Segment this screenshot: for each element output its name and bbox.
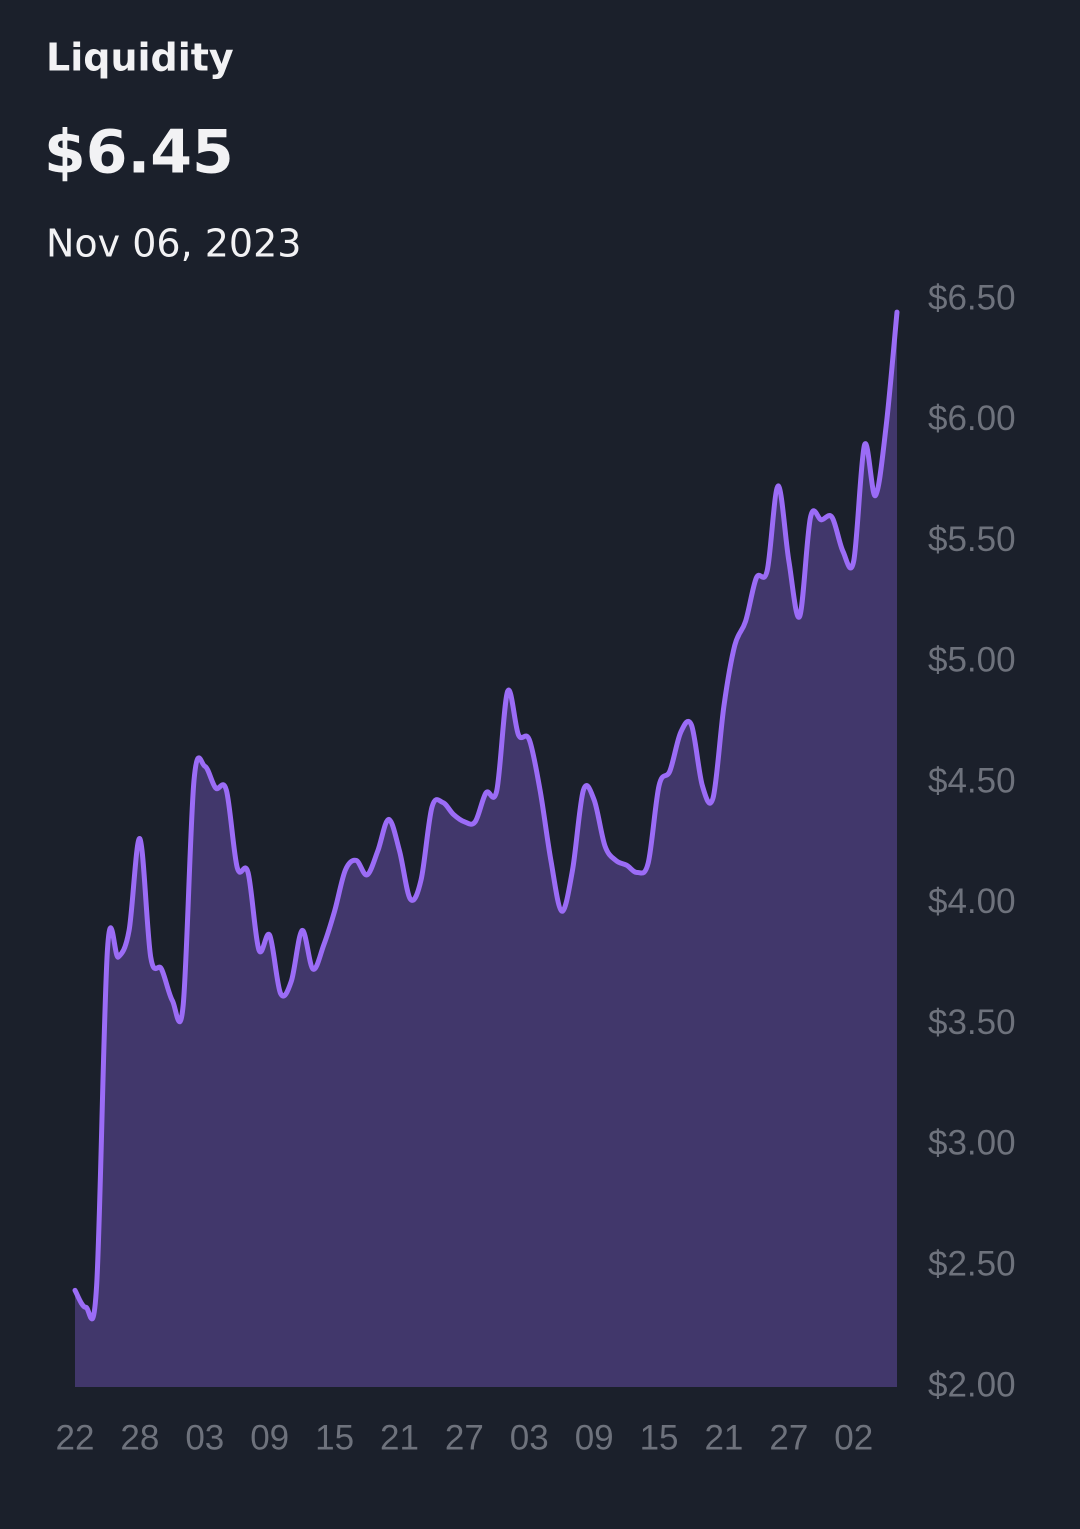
line	[72, 309, 900, 1322]
x-tick-label: 09	[575, 1418, 614, 1457]
y-tick-label: $2.00	[928, 1365, 1016, 1404]
x-tick-label: 15	[315, 1418, 354, 1457]
y-tick-label: $6.00	[928, 399, 1016, 438]
x-tick-label: 03	[510, 1418, 549, 1457]
current-value: $6.45	[44, 118, 234, 188]
y-tick-label: $3.00	[928, 1124, 1016, 1163]
y-tick-label: $4.00	[928, 882, 1016, 921]
x-tick-label: 15	[640, 1418, 679, 1457]
y-tick-label: $6.50	[928, 278, 1016, 317]
y-tick-label: $5.50	[928, 520, 1016, 559]
x-tick-label: 22	[56, 1418, 95, 1457]
date: Nov 06, 2023	[46, 222, 301, 266]
x-tick-label: 02	[834, 1418, 873, 1457]
x-tick-label: 28	[120, 1418, 159, 1457]
x-tick-label: 21	[380, 1418, 419, 1457]
x-tick-label: 03	[185, 1418, 224, 1457]
y-tick-label: $2.50	[928, 1244, 1016, 1283]
x-tick-label: 21	[704, 1418, 743, 1457]
y-tick-label: $5.00	[928, 641, 1016, 680]
y-tick-label: $4.50	[928, 761, 1016, 800]
y-tick-label: $3.50	[928, 1003, 1016, 1042]
area	[75, 312, 897, 1388]
chart-title: Liquidity	[46, 36, 234, 80]
x-tick-label: 27	[769, 1418, 808, 1457]
x-tick-label: 27	[445, 1418, 484, 1457]
x-tick-label: 09	[250, 1418, 289, 1457]
